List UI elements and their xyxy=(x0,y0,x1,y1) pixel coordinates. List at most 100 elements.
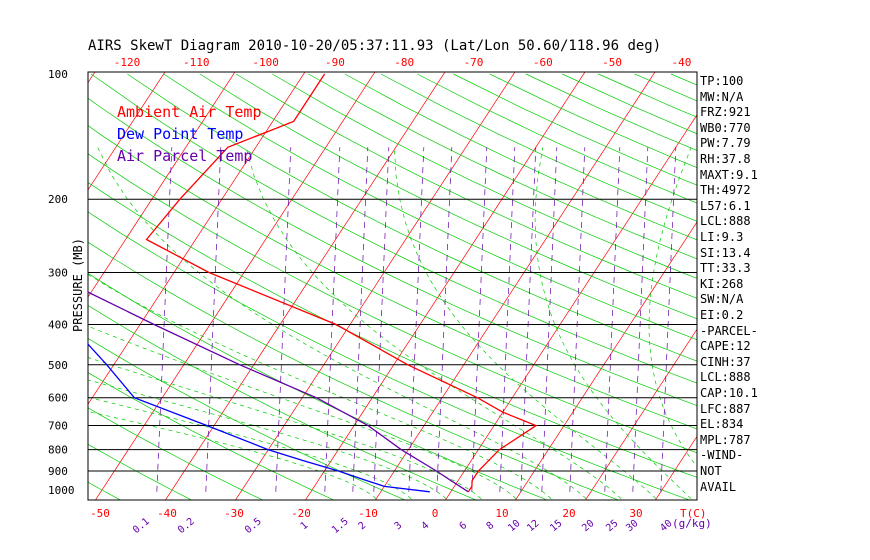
isotherm-line xyxy=(88,72,96,84)
pressure-tick-label: 700 xyxy=(48,420,68,433)
index-item: NOT xyxy=(700,464,722,478)
index-item: LFC:887 xyxy=(700,401,751,416)
bottom-temp-tick-label: 0 xyxy=(432,507,439,520)
top-temp-tick-label: -70 xyxy=(464,56,484,69)
dry-adiabat-line xyxy=(272,73,697,279)
pressure-tick-label: 800 xyxy=(48,444,68,457)
mixing-ratio-line xyxy=(499,147,516,492)
isotherm-line xyxy=(445,114,697,500)
index-item: EI:0.2 xyxy=(700,308,744,322)
bottom-temp-tick-label: -40 xyxy=(157,507,177,520)
mixing-ratio-line xyxy=(604,147,621,492)
plot-frame xyxy=(87,71,698,501)
dry-adiabat-line xyxy=(0,74,62,507)
index-item: MPL:787 xyxy=(700,432,751,447)
bottom-temp-tick-label: -50 xyxy=(90,507,110,520)
mixing-ratio-line xyxy=(324,147,341,492)
dry-adiabat-line xyxy=(127,73,697,362)
bottom-temp-tick-label: 20 xyxy=(562,507,575,520)
index-item: -PARCEL- xyxy=(700,323,758,338)
dry-adiabat-line xyxy=(308,73,697,260)
index-item: KI:268 xyxy=(700,276,744,291)
mixing-ratio-tick-label: 3 xyxy=(393,520,405,532)
mixing-ratio-tick-label: 0.5 xyxy=(243,516,264,536)
isotherm-line xyxy=(88,72,166,191)
dry-adiabat-line xyxy=(525,73,697,151)
index-item: MAXT:9.1 xyxy=(700,167,758,182)
index-item: CAP:10.1 xyxy=(700,386,758,400)
dry-adiabat-line xyxy=(199,73,697,320)
mixing-ratio-tick-label: 30 xyxy=(624,518,640,534)
mixing-ratio-tick-label: 1.5 xyxy=(330,516,351,536)
dry-adiabat-line xyxy=(780,74,870,507)
mixing-ratio-tick-label: 4 xyxy=(420,520,432,532)
moist-adiabat-line xyxy=(245,147,622,500)
bottom-temp-tick-label: 10 xyxy=(495,507,508,520)
mixing-ratio-tick-label: 1 xyxy=(299,520,311,532)
dry-adiabat-line xyxy=(816,74,870,507)
isotherm-line xyxy=(305,72,586,500)
index-item: SW:N/A xyxy=(700,292,744,307)
mixing-ratio-tick-label: 12 xyxy=(525,518,541,534)
bottom-temp-tick-label: -10 xyxy=(358,507,378,520)
index-item: TP:100 xyxy=(700,74,744,88)
dry-adiabat-line xyxy=(90,73,697,384)
mixing-ratio-line xyxy=(471,147,488,492)
pressure-tick-label: 1000 xyxy=(48,484,75,497)
mixing-ratio-line xyxy=(408,147,425,492)
pressure-tick-label: 500 xyxy=(48,359,68,372)
pressure-tick-label: 400 xyxy=(48,318,68,331)
pressure-axis-label: PRESSURE (MB) xyxy=(71,238,85,332)
index-item: CAPE:12 xyxy=(700,339,751,354)
mixing-ratio-line xyxy=(632,147,649,492)
legend-item: Dew Point Temp xyxy=(117,125,243,143)
mixing-ratio-tick-label: 0.2 xyxy=(176,516,197,536)
isotherm-line xyxy=(95,72,376,500)
index-item: CINH:37 xyxy=(700,354,751,369)
mixing-ratio-tick-label: 0.1 xyxy=(131,516,152,536)
mixing-ratio-axis-label: (g/kg) xyxy=(672,517,712,530)
mixing-ratio-tick-label: 15 xyxy=(548,518,564,534)
index-item: LI:9.3 xyxy=(700,230,744,244)
mixing-ratio-line xyxy=(541,147,558,492)
index-item: EL:834 xyxy=(700,417,744,432)
dry-adiabat-line xyxy=(344,73,697,241)
isotherm-line xyxy=(0,55,36,507)
air-parcel-temp-line xyxy=(88,291,469,493)
legend-item: Air Parcel Temp xyxy=(117,147,252,165)
moist-adiabat-line xyxy=(394,147,657,500)
index-item: FRZ:921 xyxy=(700,105,751,120)
isotherm-line xyxy=(655,435,697,500)
mixing-ratio-line xyxy=(205,147,222,492)
bottom-temp-tick-label: -20 xyxy=(291,507,311,520)
index-item: TT:33.3 xyxy=(700,261,751,276)
pressure-tick-label: 300 xyxy=(48,266,68,279)
top-temp-tick-label: -120 xyxy=(114,56,141,69)
top-temp-tick-label: -90 xyxy=(325,56,345,69)
pressure-tick-label: 600 xyxy=(48,392,68,405)
index-item: MW:N/A xyxy=(700,89,744,104)
isotherm-line xyxy=(791,55,870,507)
bottom-temp-tick-label: 30 xyxy=(629,507,642,520)
isotherm-line xyxy=(375,72,656,500)
dry-adiabat-line xyxy=(852,74,870,507)
isotherm-line xyxy=(861,55,870,507)
mixing-ratio-line xyxy=(352,147,369,492)
index-item: PW:7.79 xyxy=(700,136,751,151)
chart-title: AIRS SkewT Diagram 2010-10-20/05:37:11.9… xyxy=(88,38,661,54)
dry-adiabat-line xyxy=(743,74,870,507)
index-item: LCL:888 xyxy=(700,370,751,385)
isotherm-line xyxy=(88,72,306,405)
dry-adiabat-line xyxy=(88,443,193,500)
mixing-ratio-line xyxy=(275,147,292,492)
mixing-ratio-line xyxy=(373,147,390,492)
index-item: AVAIL xyxy=(700,479,737,494)
index-item: WB0:770 xyxy=(700,120,751,135)
isotherm-line xyxy=(235,72,516,500)
mixing-ratio-tick-label: 2 xyxy=(357,520,369,532)
index-item: RH:37.8 xyxy=(700,152,751,166)
top-temp-tick-label: -100 xyxy=(252,56,279,69)
isotherm-line xyxy=(515,221,697,500)
dry-adiabat-line xyxy=(453,73,697,186)
